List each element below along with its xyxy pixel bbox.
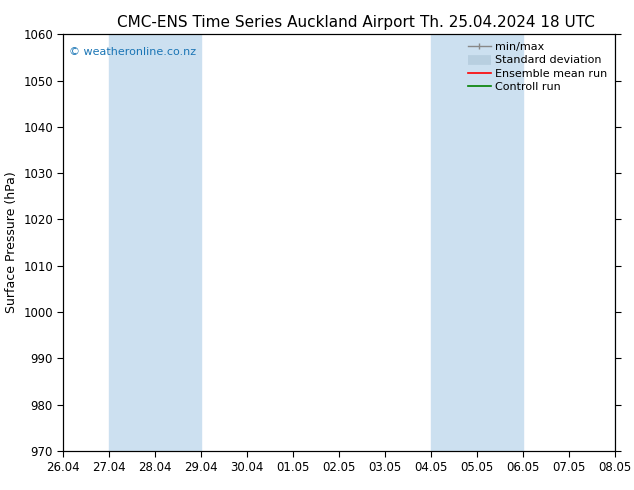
Legend: min/max, Standard deviation, Ensemble mean run, Controll run: min/max, Standard deviation, Ensemble me… <box>464 38 612 97</box>
Text: Th. 25.04.2024 18 UTC: Th. 25.04.2024 18 UTC <box>420 15 595 30</box>
Y-axis label: Surface Pressure (hPa): Surface Pressure (hPa) <box>4 172 18 314</box>
Bar <box>431 34 523 451</box>
Text: CMC-ENS Time Series Auckland Airport: CMC-ENS Time Series Auckland Airport <box>117 15 415 30</box>
Bar <box>615 34 634 451</box>
Text: © weatheronline.co.nz: © weatheronline.co.nz <box>69 47 196 57</box>
Bar <box>110 34 202 451</box>
